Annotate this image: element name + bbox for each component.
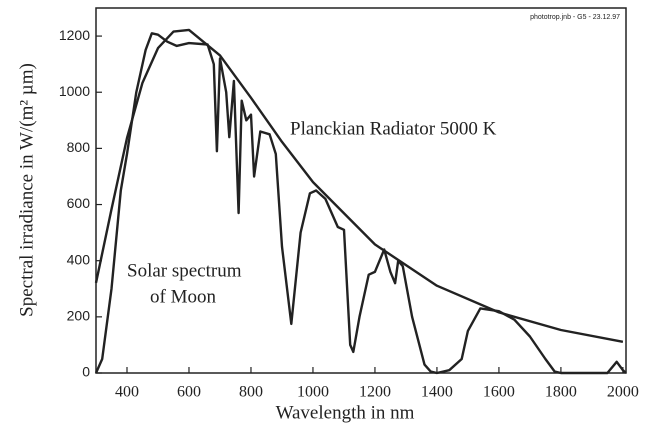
x-tick-label: 1800 xyxy=(545,384,577,401)
annotation: Planckian Radiator 5000 K xyxy=(290,118,497,139)
y-tick-label: 1000 xyxy=(59,83,90,99)
x-axis-label: Wavelength in nm xyxy=(276,402,415,423)
y-tick-label: 400 xyxy=(67,251,91,267)
y-tick-label: 200 xyxy=(67,308,91,324)
y-tick-label: 800 xyxy=(67,139,91,155)
x-tick-label: 600 xyxy=(177,384,201,401)
x-tick-label: 2000 xyxy=(607,384,639,401)
y-tick-label: 600 xyxy=(67,195,91,211)
annotation: of Moon xyxy=(150,286,216,307)
x-tick-label: 400 xyxy=(115,384,139,401)
annotation: Solar spectrum xyxy=(127,260,242,281)
y-axis-label: Spectral irradiance in W/(m² µm) xyxy=(16,63,37,317)
data-line xyxy=(94,32,627,375)
y-tick-label: 1200 xyxy=(59,27,90,43)
x-tick-label: 1200 xyxy=(359,384,391,401)
x-tick-label: 1600 xyxy=(483,384,515,401)
x-tick-label: 1400 xyxy=(421,384,453,401)
y-tick-label: 0 xyxy=(82,364,90,380)
stamp: phototrop.jnb - G5 - 23.12.97 xyxy=(530,14,620,21)
plot-frame xyxy=(95,7,627,374)
x-tick-label: 1000 xyxy=(297,384,329,401)
x-tick-label: 800 xyxy=(239,384,263,401)
